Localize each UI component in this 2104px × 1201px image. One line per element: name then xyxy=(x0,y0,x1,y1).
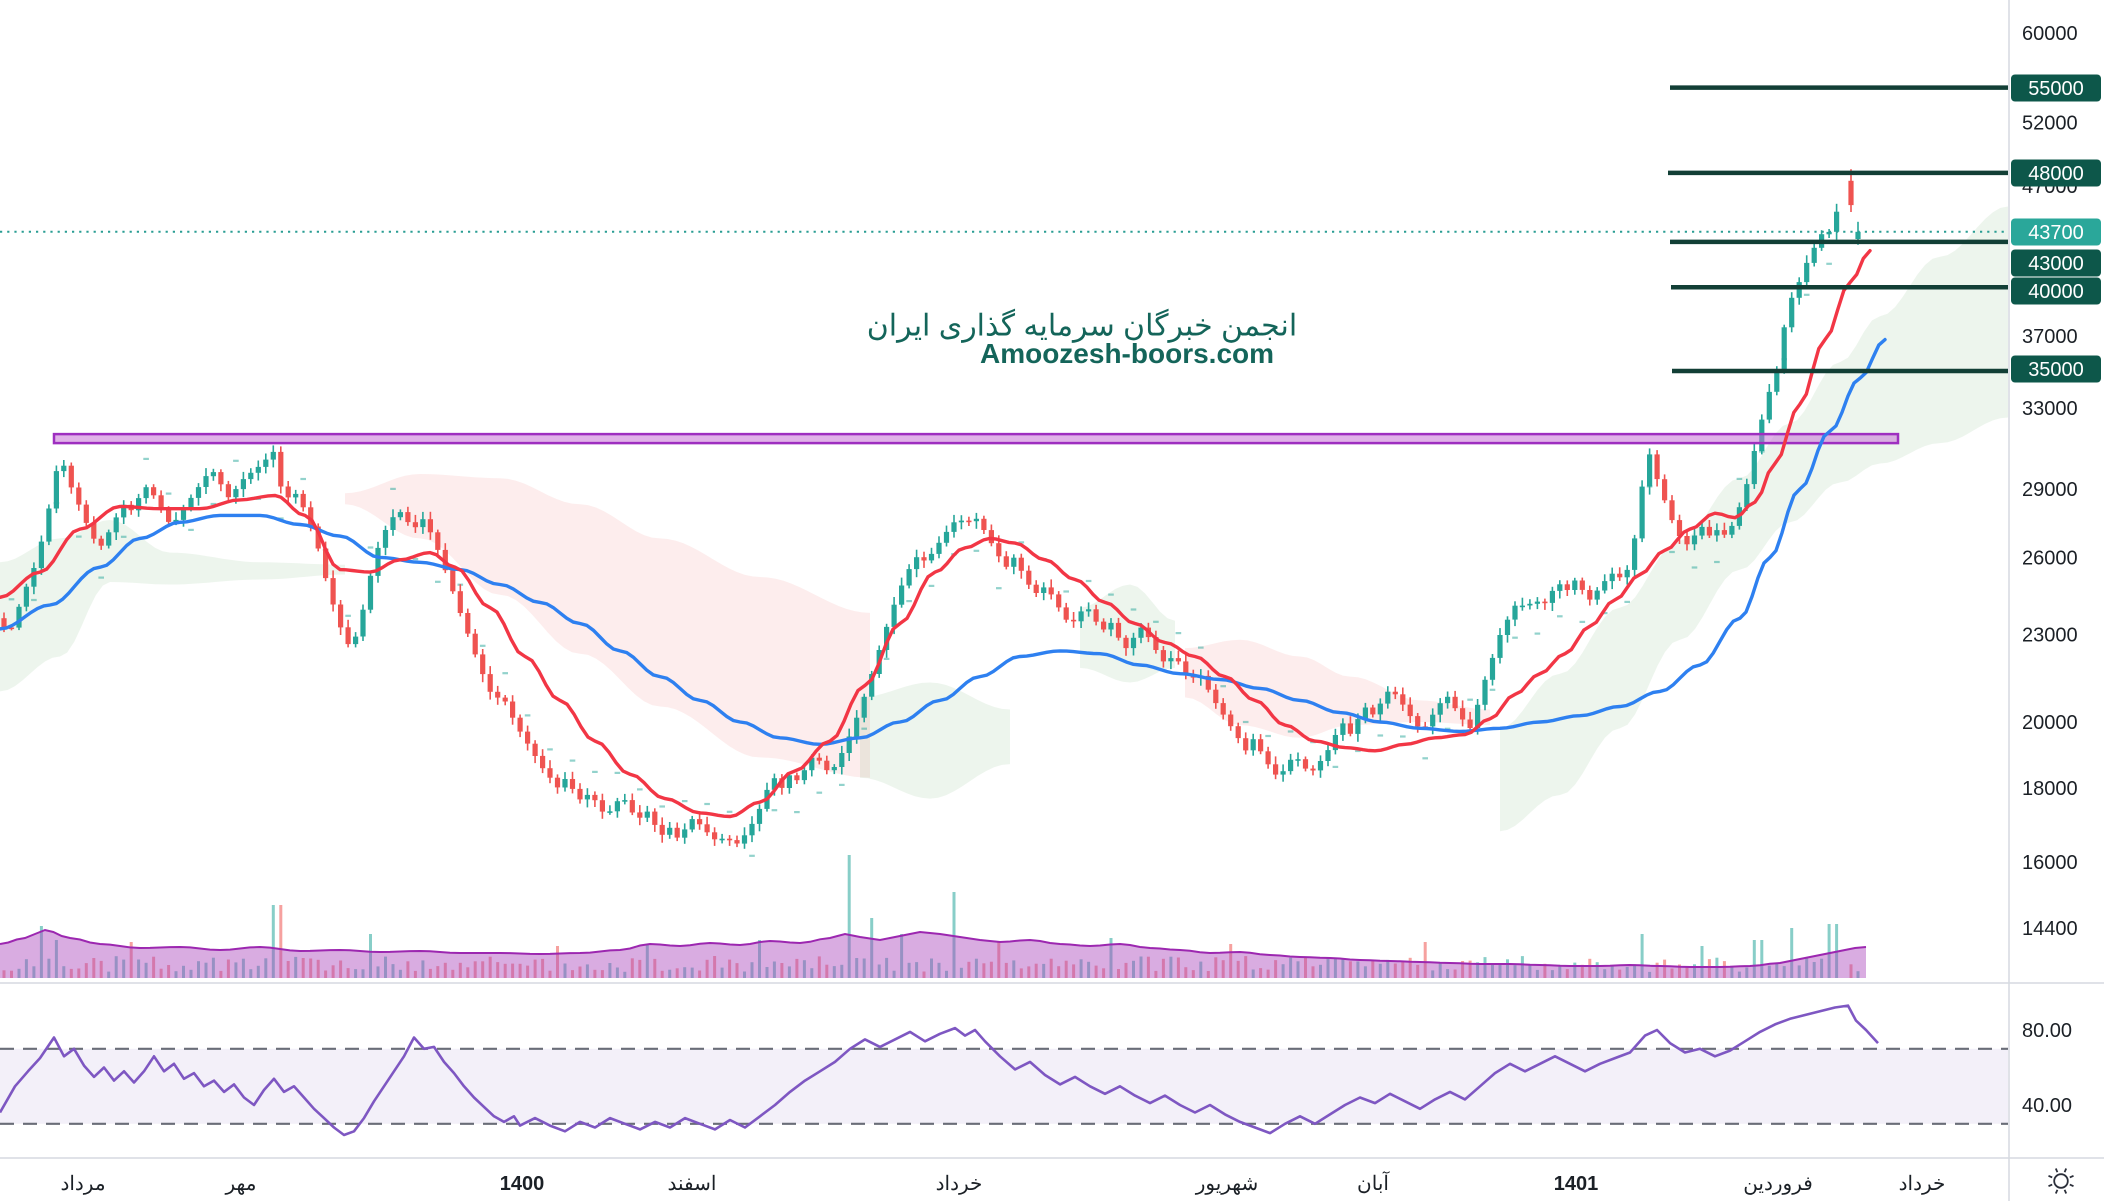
horizontal-level-lines xyxy=(1668,85,2008,374)
candlestick-series xyxy=(1,169,1861,849)
rsi-tick-80.00: 80.00 xyxy=(2022,1020,2072,1042)
price-tick-29000: 29000 xyxy=(2022,479,2078,501)
svg-text:35000: 35000 xyxy=(2028,359,2084,381)
cloud-green xyxy=(1080,584,1175,683)
cloud-pink xyxy=(345,474,870,778)
time-label: آبان xyxy=(1357,1171,1390,1195)
price-tick-14400: 14400 xyxy=(2022,918,2078,940)
price-axis-badges: 55000 48000 43000 40000 35000 43700 xyxy=(2011,74,2101,383)
price-axis-ticks: 6000052000470003700033000290002600023000… xyxy=(2022,23,2078,940)
svg-text:48000: 48000 xyxy=(2028,163,2084,185)
price-tick-20000: 20000 xyxy=(2022,712,2078,734)
time-label: شهریور xyxy=(1195,1173,1259,1195)
time-label: مرداد xyxy=(60,1173,105,1195)
time-label: فروردین xyxy=(1743,1173,1813,1195)
rsi-line[interactable] xyxy=(0,1004,1879,1137)
rsi-pane[interactable] xyxy=(0,1004,2008,1137)
cloud-pink xyxy=(1185,639,1490,738)
slow-moving-average-line[interactable] xyxy=(0,337,1887,747)
fast-moving-average-line[interactable] xyxy=(0,249,1872,819)
price-axis[interactable] xyxy=(2009,0,2104,1201)
price-tick-60000: 60000 xyxy=(2022,23,2078,45)
sun-icon[interactable] xyxy=(2048,1168,2074,1194)
cloud-green xyxy=(1500,206,2008,832)
svg-text:43000: 43000 xyxy=(2028,253,2084,275)
time-label: خرداد xyxy=(1899,1173,1946,1195)
price-tick-33000: 33000 xyxy=(2022,398,2078,420)
price-badge-35000: 35000 xyxy=(2011,355,2101,383)
time-axis[interactable] xyxy=(0,1159,2104,1201)
price-badge-48000: 48000 xyxy=(2011,159,2101,187)
volume-ma-area xyxy=(0,928,1867,978)
time-label: 1400 xyxy=(500,1173,545,1195)
svg-text:55000: 55000 xyxy=(2028,78,2084,100)
price-tick-52000: 52000 xyxy=(2022,113,2078,135)
svg-text:43700: 43700 xyxy=(2028,222,2084,244)
volume-bars xyxy=(2,855,1860,978)
rsi-tick-40.00: 40.00 xyxy=(2022,1095,2072,1117)
price-tick-37000: 37000 xyxy=(2022,326,2078,348)
price-tick-16000: 16000 xyxy=(2022,852,2078,874)
price-badge-43000: 43000 xyxy=(2011,249,2101,277)
rsi-axis-ticks: 80.00 40.00 xyxy=(2022,1020,2072,1117)
price-tick-26000: 26000 xyxy=(2022,547,2078,569)
resistance-zone-band[interactable] xyxy=(52,432,1900,445)
time-label: مهر xyxy=(225,1173,257,1195)
svg-text:40000: 40000 xyxy=(2028,281,2084,303)
price-badge-55000: 55000 xyxy=(2011,74,2101,102)
time-axis-labels: مرداد مهر 1400 اسفند خرداد شهریور آبان 1401 فرور… xyxy=(60,1171,1945,1195)
price-badge-40000: 40000 xyxy=(2011,277,2101,305)
cloud-green xyxy=(0,520,345,692)
time-label: 1401 xyxy=(1554,1173,1599,1195)
ichimoku-clouds xyxy=(0,206,2008,832)
cloud-green xyxy=(860,682,1010,799)
price-tick-18000: 18000 xyxy=(2022,778,2078,800)
price-tick-23000: 23000 xyxy=(2022,624,2078,646)
last-price-badge: 43700 xyxy=(2011,218,2101,246)
time-label: اسفند xyxy=(668,1173,717,1195)
time-label: خرداد xyxy=(936,1173,983,1195)
